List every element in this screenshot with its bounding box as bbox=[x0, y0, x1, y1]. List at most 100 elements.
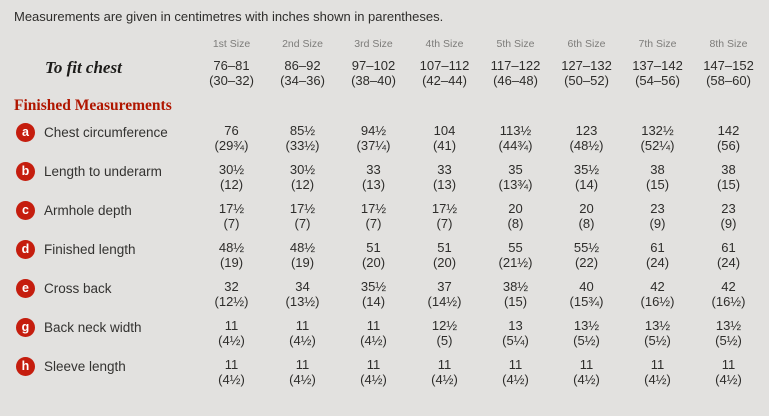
in-value: (42–44) bbox=[422, 73, 467, 88]
value-cell: 38 (15) bbox=[622, 162, 693, 192]
in-value: (4½) bbox=[502, 372, 529, 387]
in-value: (5½) bbox=[715, 333, 742, 348]
cm-value: 86–92 bbox=[284, 58, 321, 73]
size-header: 7th Size bbox=[638, 38, 677, 50]
in-value: (13) bbox=[432, 177, 457, 192]
cm-value: 104 bbox=[433, 123, 456, 138]
to-fit-chest-row: To fit chest 76–81 (30–32) 86–92 (34–36) 97–1… bbox=[0, 58, 769, 88]
cm-value: 11 bbox=[721, 357, 736, 372]
in-value: (14½) bbox=[427, 294, 462, 309]
measurement-label-cell: e Cross back bbox=[0, 279, 196, 298]
in-value: (48½) bbox=[569, 138, 604, 153]
cm-value: 23 bbox=[650, 201, 665, 216]
value-cell: 12½ (5) bbox=[409, 318, 480, 348]
cm-value: 132½ bbox=[641, 123, 674, 138]
value-cell: 33 (13) bbox=[409, 162, 480, 192]
cm-value: 35 bbox=[508, 162, 523, 177]
cm-value: 11 bbox=[366, 318, 381, 333]
cm-value: 11 bbox=[508, 357, 523, 372]
size-header: 4th Size bbox=[425, 38, 464, 50]
measurement-row: b Length to underarm 30½ (12) 30½ (12) 33 (13) 3… bbox=[0, 162, 769, 192]
in-value: (4½) bbox=[573, 372, 600, 387]
value-cell: 61 (24) bbox=[622, 240, 693, 270]
value-cell: 86–92 (34–36) bbox=[267, 58, 338, 88]
in-value: (12½) bbox=[214, 294, 249, 309]
value-cell: 11 (4½) bbox=[551, 357, 622, 387]
in-value: (56) bbox=[716, 138, 741, 153]
cm-value: 13 bbox=[508, 318, 523, 333]
in-value: (8) bbox=[507, 216, 524, 231]
cm-value: 76–81 bbox=[213, 58, 250, 73]
measurement-label-cell: c Armhole depth bbox=[0, 201, 196, 220]
in-value: (15) bbox=[716, 177, 741, 192]
in-value: (54–56) bbox=[635, 73, 680, 88]
in-value: (4½) bbox=[715, 372, 742, 387]
value-cell: 40 (15¾) bbox=[551, 279, 622, 309]
in-value: (13¾) bbox=[498, 177, 533, 192]
cm-value: 38 bbox=[650, 162, 665, 177]
value-cell: 20 (8) bbox=[480, 201, 551, 231]
value-cell: 76 (29¾) bbox=[196, 123, 267, 153]
cm-value: 20 bbox=[579, 201, 594, 216]
cm-value: 48½ bbox=[218, 240, 245, 255]
measurement-row: c Armhole depth 17½ (7) 17½ (7) 17½ (7) 17½ (7) 20… bbox=[0, 201, 769, 231]
measurement-label: Sleeve length bbox=[44, 359, 126, 374]
value-cell: 127–132 (50–52) bbox=[551, 58, 622, 88]
cm-value: 12½ bbox=[431, 318, 458, 333]
value-cell: 113½ (44¾) bbox=[480, 123, 551, 153]
value-cell: 123 (48½) bbox=[551, 123, 622, 153]
in-value: (12) bbox=[219, 177, 244, 192]
cm-value: 13½ bbox=[715, 318, 742, 333]
cm-value: 17½ bbox=[360, 201, 387, 216]
in-value: (4½) bbox=[289, 372, 316, 387]
cm-value: 34 bbox=[295, 279, 310, 294]
in-value: (20) bbox=[361, 255, 386, 270]
cm-value: 42 bbox=[650, 279, 665, 294]
cm-value: 61 bbox=[650, 240, 665, 255]
in-value: (5½) bbox=[573, 333, 600, 348]
value-cell: 37 (14½) bbox=[409, 279, 480, 309]
measurement-label: Chest circumference bbox=[44, 125, 168, 140]
cm-value: 23 bbox=[721, 201, 736, 216]
value-cell: 142 (56) bbox=[693, 123, 764, 153]
in-value: (24) bbox=[645, 255, 670, 270]
in-value: (4½) bbox=[431, 372, 458, 387]
cm-value: 107–112 bbox=[419, 58, 470, 73]
in-value: (4½) bbox=[218, 372, 245, 387]
value-cell: 13½ (5½) bbox=[693, 318, 764, 348]
measurement-rows: a Chest circumference 76 (29¾) 85½ (33½) 94½ (3… bbox=[0, 123, 769, 387]
row-badge-g: g bbox=[16, 318, 35, 337]
row-badge-d: d bbox=[16, 240, 35, 259]
size-header: 2nd Size bbox=[282, 38, 323, 50]
value-cell: 85½ (33½) bbox=[267, 123, 338, 153]
row-badge-h: h bbox=[16, 357, 35, 376]
in-value: (30–32) bbox=[209, 73, 254, 88]
in-value: (52¼) bbox=[640, 138, 675, 153]
value-cell: 137–142 (54–56) bbox=[622, 58, 693, 88]
measurement-row: a Chest circumference 76 (29¾) 85½ (33½) 94½ (3… bbox=[0, 123, 769, 153]
row-badge-c: c bbox=[16, 201, 35, 220]
in-value: (4½) bbox=[360, 372, 387, 387]
value-cell: 48½ (19) bbox=[196, 240, 267, 270]
value-cell: 55½ (22) bbox=[551, 240, 622, 270]
value-cell: 55 (21½) bbox=[480, 240, 551, 270]
measurement-label: Cross back bbox=[44, 281, 112, 296]
cm-value: 11 bbox=[295, 357, 310, 372]
value-cell: 13½ (5½) bbox=[551, 318, 622, 348]
cm-value: 147–152 bbox=[703, 58, 754, 73]
in-value: (8) bbox=[578, 216, 595, 231]
in-value: (41) bbox=[432, 138, 457, 153]
value-cell: 30½ (12) bbox=[196, 162, 267, 192]
cm-value: 35½ bbox=[573, 162, 600, 177]
in-value: (15) bbox=[503, 294, 528, 309]
cm-value: 11 bbox=[366, 357, 381, 372]
cm-value: 30½ bbox=[289, 162, 316, 177]
in-value: (7) bbox=[436, 216, 453, 231]
cm-value: 11 bbox=[437, 357, 452, 372]
in-value: (58–60) bbox=[706, 73, 751, 88]
in-value: (44¾) bbox=[498, 138, 533, 153]
value-cell: 34 (13½) bbox=[267, 279, 338, 309]
in-value: (46–48) bbox=[493, 73, 538, 88]
value-cell: 61 (24) bbox=[693, 240, 764, 270]
value-cell: 147–152 (58–60) bbox=[693, 58, 764, 88]
